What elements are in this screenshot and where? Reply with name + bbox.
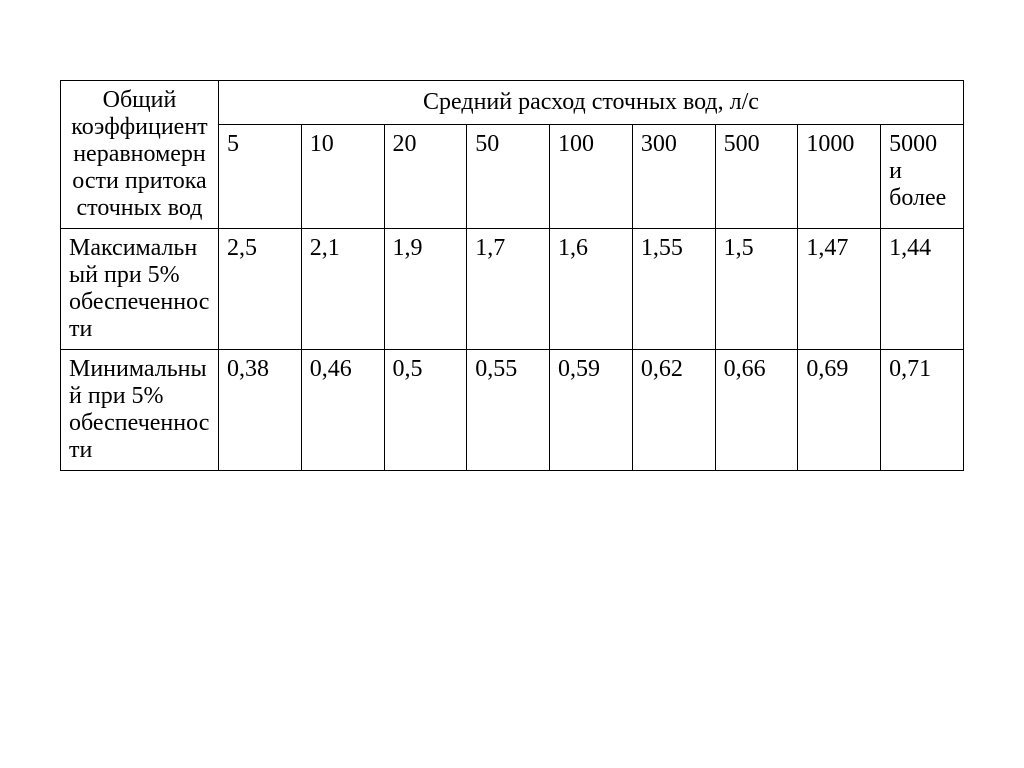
first-column-header: Общий коэффициент неравномерности приток…	[61, 81, 219, 229]
flow-col-2: 20	[384, 125, 467, 229]
cell-min-6: 0,66	[715, 350, 798, 471]
cell-max-4: 1,6	[550, 229, 633, 350]
cell-max-0: 2,5	[218, 229, 301, 350]
flow-col-4: 100	[550, 125, 633, 229]
flow-col-6: 500	[715, 125, 798, 229]
cell-max-6: 1,5	[715, 229, 798, 350]
cell-max-7: 1,47	[798, 229, 881, 350]
cell-min-0: 0,38	[218, 350, 301, 471]
cell-max-3: 1,7	[467, 229, 550, 350]
cell-min-3: 0,55	[467, 350, 550, 471]
flow-col-0: 5	[218, 125, 301, 229]
cell-max-5: 1,55	[632, 229, 715, 350]
cell-max-2: 1,9	[384, 229, 467, 350]
cell-min-7: 0,69	[798, 350, 881, 471]
spanning-header: Средний расход сточных вод, л/с	[218, 81, 963, 125]
row-label-max: Максимальный при 5% обеспеченности	[61, 229, 219, 350]
flow-col-3: 50	[467, 125, 550, 229]
cell-max-8: 1,44	[881, 229, 964, 350]
flow-col-5: 300	[632, 125, 715, 229]
cell-min-2: 0,5	[384, 350, 467, 471]
cell-min-8: 0,71	[881, 350, 964, 471]
cell-min-5: 0,62	[632, 350, 715, 471]
row-label-min: Минимальный при 5% обеспеченности	[61, 350, 219, 471]
table-row-min: Минимальный при 5% обеспеченности 0,38 0…	[61, 350, 964, 471]
cell-max-1: 2,1	[301, 229, 384, 350]
table-row-max: Максимальный при 5% обеспеченности 2,5 2…	[61, 229, 964, 350]
coefficient-table: Общий коэффициент неравномерности приток…	[60, 80, 964, 471]
flow-col-1: 10	[301, 125, 384, 229]
flow-col-8: 5000 и более	[881, 125, 964, 229]
table-header-row-1: Общий коэффициент неравномерности приток…	[61, 81, 964, 125]
flow-col-7: 1000	[798, 125, 881, 229]
cell-min-1: 0,46	[301, 350, 384, 471]
cell-min-4: 0,59	[550, 350, 633, 471]
